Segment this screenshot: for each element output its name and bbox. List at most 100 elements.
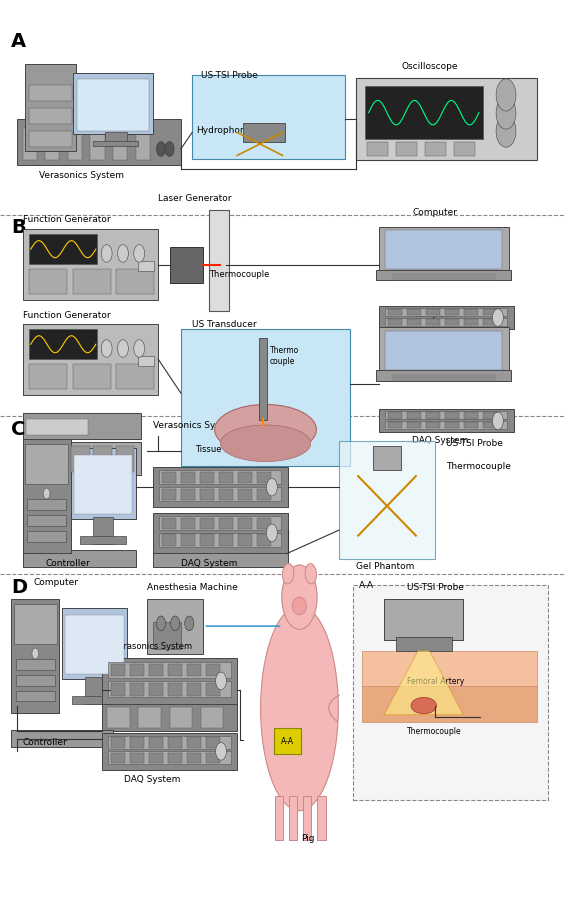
Text: Verasonics System: Verasonics System: [113, 642, 192, 651]
Polygon shape: [384, 651, 463, 715]
Ellipse shape: [305, 564, 316, 584]
FancyBboxPatch shape: [136, 128, 150, 160]
FancyBboxPatch shape: [29, 108, 72, 124]
Text: Thermocouple: Thermocouple: [446, 462, 511, 471]
FancyBboxPatch shape: [130, 683, 144, 696]
FancyBboxPatch shape: [362, 686, 537, 722]
FancyBboxPatch shape: [80, 536, 126, 544]
FancyBboxPatch shape: [130, 753, 144, 763]
FancyBboxPatch shape: [23, 128, 37, 160]
FancyBboxPatch shape: [27, 499, 66, 510]
FancyBboxPatch shape: [29, 85, 72, 101]
FancyBboxPatch shape: [23, 439, 71, 553]
FancyBboxPatch shape: [407, 412, 420, 419]
FancyBboxPatch shape: [27, 419, 89, 435]
FancyBboxPatch shape: [130, 738, 144, 748]
Text: DAQ System: DAQ System: [412, 436, 469, 445]
Text: Verasonics System: Verasonics System: [153, 420, 237, 430]
FancyBboxPatch shape: [379, 306, 514, 329]
Text: DAQ System: DAQ System: [412, 333, 469, 342]
FancyBboxPatch shape: [162, 489, 176, 500]
FancyBboxPatch shape: [105, 132, 127, 143]
Text: Thermocouple: Thermocouple: [209, 270, 270, 279]
FancyBboxPatch shape: [102, 733, 237, 770]
FancyBboxPatch shape: [62, 609, 127, 678]
Text: Anesthesia Machine: Anesthesia Machine: [147, 583, 238, 592]
Text: DAQ System: DAQ System: [181, 559, 237, 569]
FancyBboxPatch shape: [275, 796, 283, 840]
FancyBboxPatch shape: [149, 753, 163, 763]
FancyBboxPatch shape: [483, 309, 497, 315]
FancyBboxPatch shape: [159, 487, 281, 501]
FancyBboxPatch shape: [68, 128, 82, 160]
FancyBboxPatch shape: [200, 472, 214, 484]
FancyBboxPatch shape: [396, 142, 418, 156]
FancyBboxPatch shape: [130, 664, 144, 676]
FancyBboxPatch shape: [384, 599, 463, 640]
Text: Controller: Controller: [23, 738, 67, 747]
FancyBboxPatch shape: [162, 517, 176, 529]
FancyBboxPatch shape: [385, 331, 502, 369]
FancyBboxPatch shape: [200, 535, 214, 546]
FancyBboxPatch shape: [365, 86, 483, 140]
FancyBboxPatch shape: [11, 730, 113, 747]
FancyBboxPatch shape: [317, 796, 325, 840]
FancyBboxPatch shape: [159, 471, 281, 484]
FancyBboxPatch shape: [168, 664, 182, 676]
FancyBboxPatch shape: [181, 489, 194, 500]
FancyBboxPatch shape: [464, 309, 477, 315]
FancyBboxPatch shape: [29, 329, 97, 359]
FancyBboxPatch shape: [162, 535, 176, 546]
Text: Computer: Computer: [412, 207, 458, 217]
FancyBboxPatch shape: [181, 517, 194, 529]
FancyBboxPatch shape: [187, 664, 201, 676]
FancyBboxPatch shape: [168, 753, 182, 763]
FancyBboxPatch shape: [445, 309, 459, 315]
FancyBboxPatch shape: [108, 662, 231, 678]
FancyBboxPatch shape: [102, 658, 237, 704]
FancyBboxPatch shape: [72, 696, 118, 704]
Ellipse shape: [260, 606, 338, 811]
FancyBboxPatch shape: [257, 535, 271, 546]
FancyBboxPatch shape: [407, 309, 420, 315]
FancyBboxPatch shape: [289, 796, 297, 840]
Circle shape: [267, 478, 277, 496]
FancyBboxPatch shape: [483, 412, 497, 419]
FancyBboxPatch shape: [23, 442, 141, 475]
FancyBboxPatch shape: [257, 517, 271, 529]
FancyBboxPatch shape: [149, 664, 163, 676]
FancyBboxPatch shape: [108, 681, 231, 696]
FancyBboxPatch shape: [23, 324, 158, 395]
FancyBboxPatch shape: [385, 308, 507, 316]
FancyBboxPatch shape: [445, 412, 459, 419]
Text: Verasonics System: Verasonics System: [40, 171, 124, 180]
FancyBboxPatch shape: [71, 448, 136, 518]
FancyBboxPatch shape: [149, 738, 163, 748]
Circle shape: [496, 79, 516, 112]
Text: US-TSI Probe: US-TSI Probe: [446, 439, 503, 448]
FancyBboxPatch shape: [153, 550, 288, 567]
Text: Oscilloscope: Oscilloscope: [401, 62, 458, 71]
FancyBboxPatch shape: [206, 664, 220, 676]
FancyBboxPatch shape: [77, 79, 149, 131]
FancyBboxPatch shape: [388, 309, 402, 315]
FancyBboxPatch shape: [206, 683, 220, 696]
Text: B: B: [11, 218, 26, 237]
FancyBboxPatch shape: [23, 413, 141, 439]
Circle shape: [165, 142, 174, 156]
FancyBboxPatch shape: [11, 599, 59, 713]
FancyBboxPatch shape: [73, 364, 111, 389]
Circle shape: [216, 742, 227, 760]
Ellipse shape: [220, 425, 311, 462]
FancyBboxPatch shape: [407, 319, 420, 325]
FancyBboxPatch shape: [373, 446, 401, 470]
FancyBboxPatch shape: [274, 728, 301, 754]
Text: Pig: Pig: [301, 834, 315, 844]
FancyBboxPatch shape: [187, 683, 201, 696]
FancyBboxPatch shape: [108, 751, 231, 764]
Text: Computer: Computer: [40, 420, 85, 430]
FancyBboxPatch shape: [29, 364, 67, 389]
FancyBboxPatch shape: [29, 131, 72, 147]
Circle shape: [496, 97, 516, 129]
FancyBboxPatch shape: [243, 123, 285, 142]
